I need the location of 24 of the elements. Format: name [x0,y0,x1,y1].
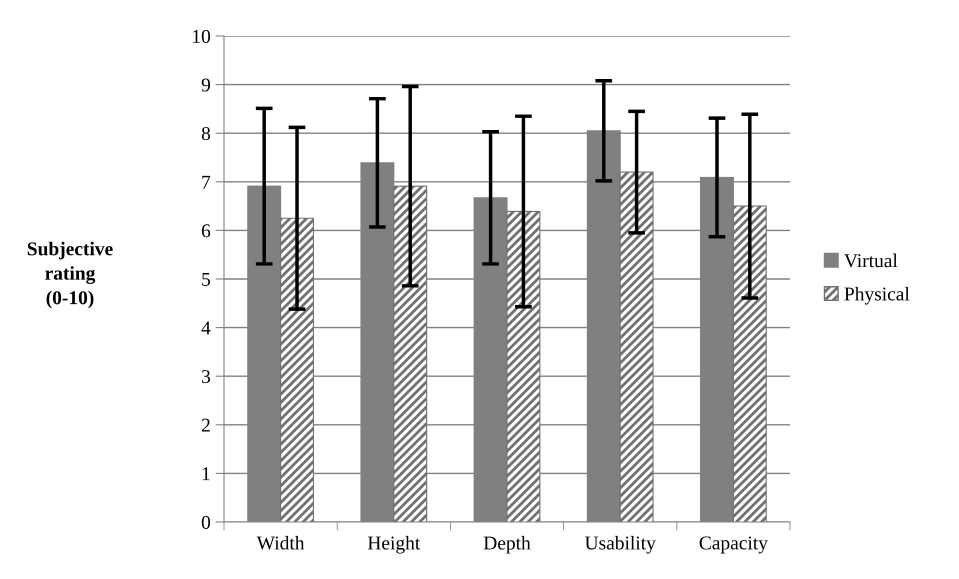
bar [280,218,314,522]
legend-label: Virtual [844,254,898,268]
bar [506,210,540,522]
y-axis-title: Subjective rating (0-10) [28,242,113,308]
y-tick-label: 8 [202,127,210,140]
y-tick-label: 6 [202,224,210,238]
y-tick-label: 0 [202,516,210,529]
x-tick-label: Width [256,536,304,550]
y-tick-label: 10 [193,30,210,43]
y-tick-label: 5 [202,273,210,286]
legend-label: Physical [844,286,910,305]
x-tick-label: Capacity [700,536,768,554]
bar [393,186,428,522]
y-tick-label: 9 [202,78,210,92]
y-tick-label: 3 [202,370,210,384]
x-tick-label: Depth [484,536,531,554]
bar [732,206,767,522]
bar [620,172,654,522]
y-tick-label: 1 [202,467,210,480]
x-tick-label: Usability [584,536,656,554]
x-tick-label: Height [368,536,420,554]
y-tick-label: 4 [201,322,210,334]
y-tick-label: 7 [202,176,210,189]
y-tick-label: 2 [202,418,210,432]
